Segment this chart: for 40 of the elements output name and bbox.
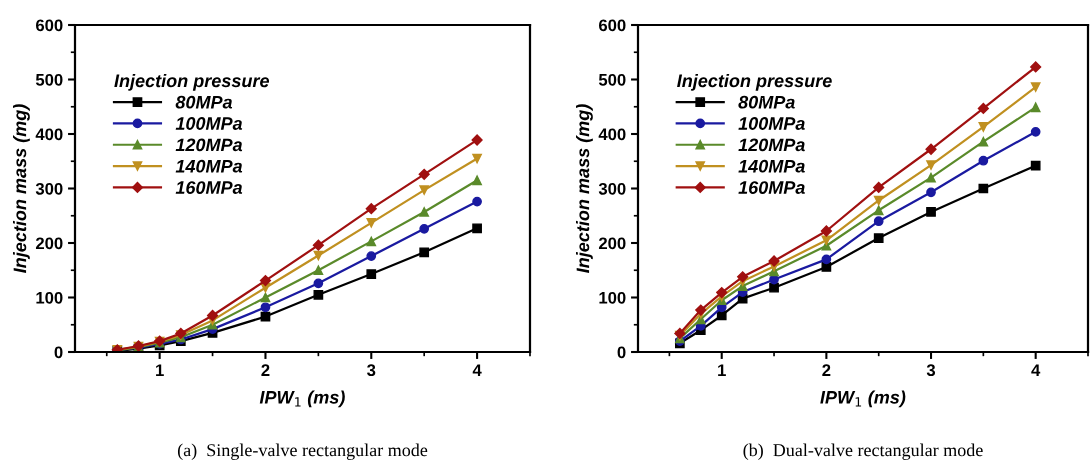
y-tick-label: 600 xyxy=(599,19,626,32)
y-axis-title: Injection mass (mg) xyxy=(576,104,593,273)
legend-label: 100MPa xyxy=(738,117,805,130)
y-tick-label: 100 xyxy=(599,291,626,304)
y-tick-label: 500 xyxy=(598,73,626,86)
x-axis-title: IPW$_{1}$ (ms) xyxy=(259,390,345,408)
x-axis-title: IPW$_{1}$ (ms) xyxy=(820,390,906,408)
x-tick-label: 4 xyxy=(1031,364,1041,376)
legend-title: Injection pressure xyxy=(114,73,270,91)
x-tick-label: 1 xyxy=(718,364,726,376)
y-axis-title: Injection mass (mg) xyxy=(13,104,30,273)
x-tick-label: 3 xyxy=(926,364,936,377)
text: (a) Single-valve rectangular mode xyxy=(177,443,428,460)
y-tick-label: 0 xyxy=(54,346,63,359)
y-tick-label: 400 xyxy=(35,128,63,141)
y-tick-label: 200 xyxy=(35,237,63,250)
y-tick-label: 300 xyxy=(598,182,626,195)
legend-label: 140MPa xyxy=(738,159,805,173)
y-tick-label: 600 xyxy=(36,19,63,32)
y-tick-label: 300 xyxy=(35,182,63,195)
legend-label: 120MPa xyxy=(738,138,805,152)
legend-title: Injection pressure xyxy=(677,73,832,91)
y-tick-label: 100 xyxy=(36,291,63,304)
y-tick-label: 500 xyxy=(35,73,63,86)
legend-label: 80MPa xyxy=(738,95,795,109)
x-tick-label: 2 xyxy=(261,364,270,376)
x-tick-label: 4 xyxy=(472,364,482,376)
legend-label: 140MPa xyxy=(175,159,243,173)
x-tick-label: 2 xyxy=(822,364,831,376)
legend-label: 160MPa xyxy=(738,181,805,194)
legend-label: 120MPa xyxy=(175,138,243,152)
y-tick-label: 400 xyxy=(598,128,626,141)
y-tick-label: 200 xyxy=(598,237,626,250)
legend-label: 160MPa xyxy=(175,181,243,194)
y-tick-label: 0 xyxy=(617,346,626,359)
x-tick-label: 3 xyxy=(367,364,376,377)
x-tick-label: 1 xyxy=(156,364,164,376)
legend-label: 80MPa xyxy=(175,95,233,109)
legend-label: 100MPa xyxy=(175,117,243,130)
text: (b) Dual-valve rectangular mode xyxy=(743,443,983,460)
